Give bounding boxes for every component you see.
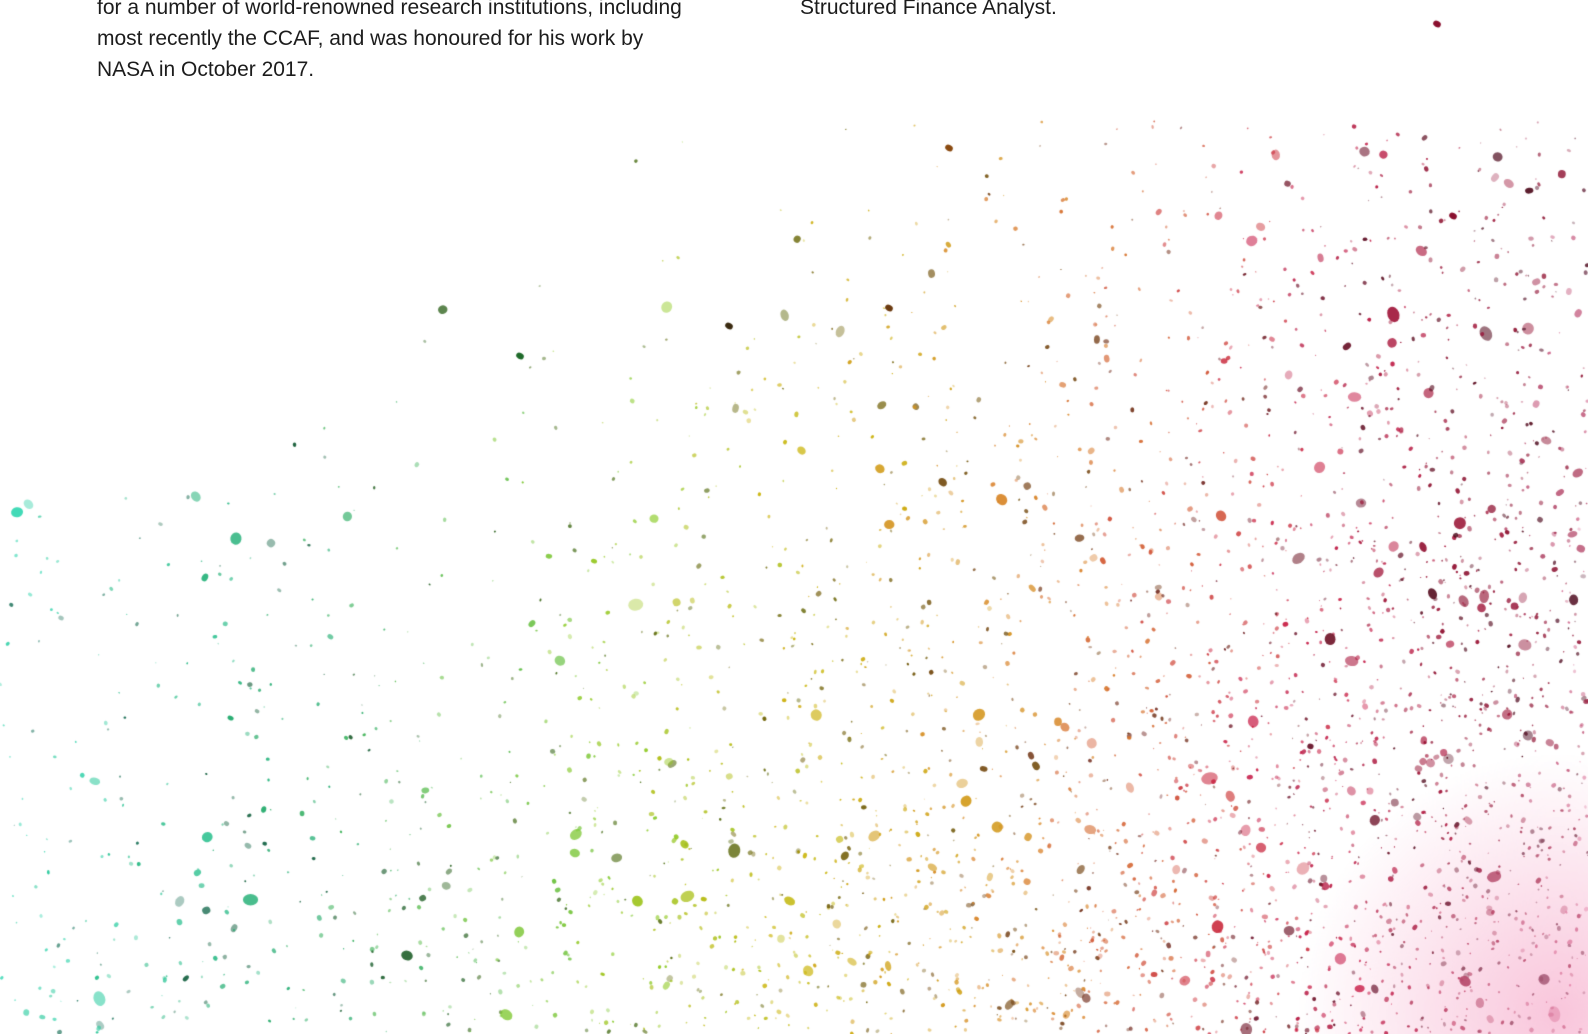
text-line: for a number of world-renowned research … [97, 0, 682, 19]
text-line: Structured Finance Analyst. [800, 0, 1057, 19]
bio-paragraph-right: Structured Finance Analyst. [800, 0, 1057, 23]
text-line: most recently the CCAF, and was honoured… [97, 27, 644, 50]
bio-paragraph-left: for a number of world-renowned research … [97, 0, 682, 85]
text-line: NASA in October 2017. [97, 58, 315, 81]
